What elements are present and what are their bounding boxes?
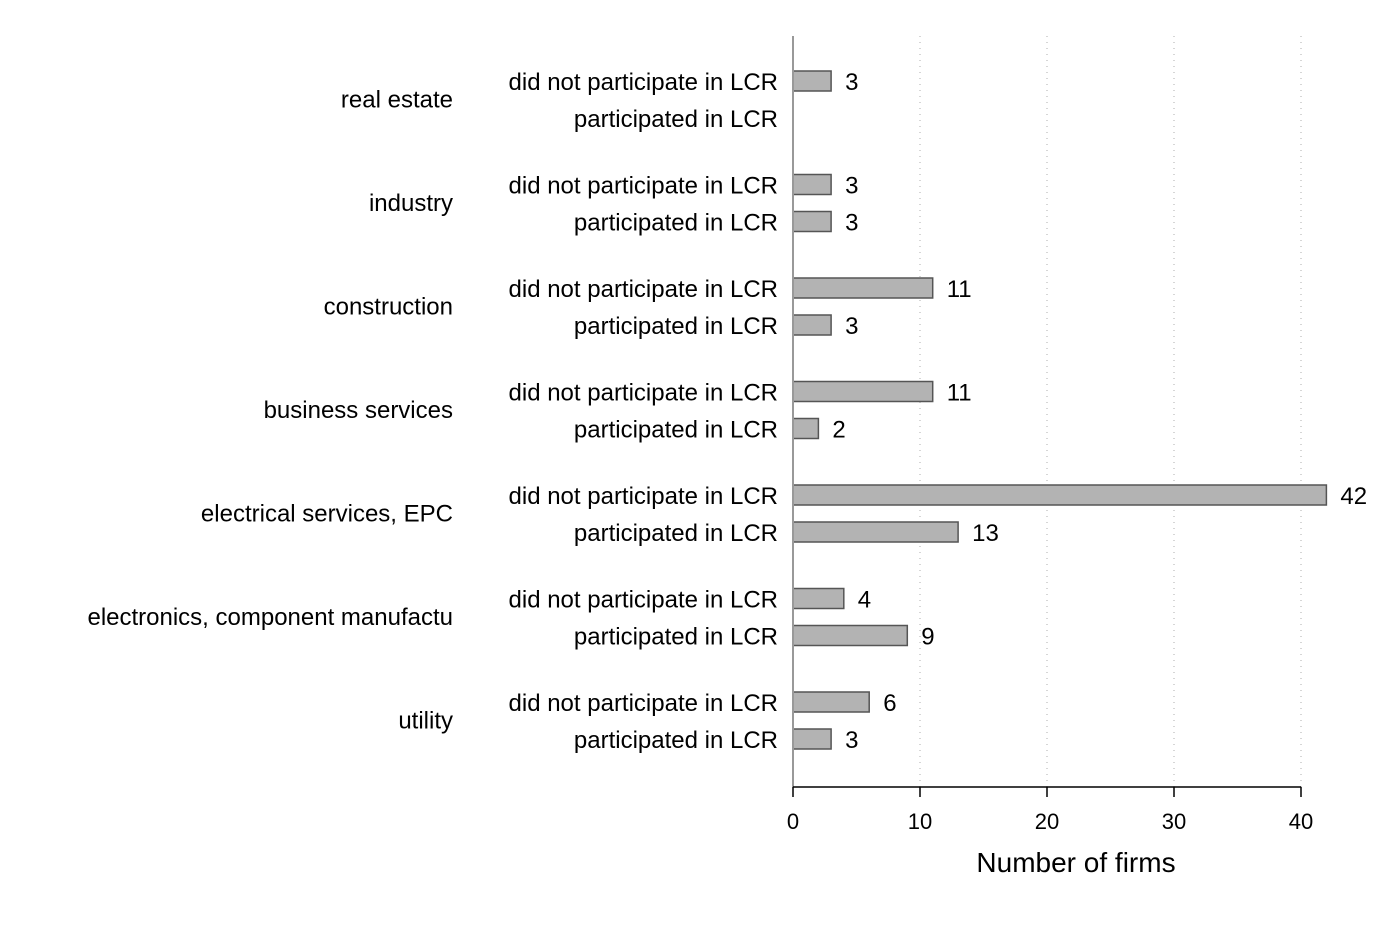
sub-category-label: participated in LCR (574, 106, 778, 133)
group-label: electronics, component manufactu (87, 604, 453, 631)
group-label: real estate (341, 87, 453, 114)
bar (792, 691, 870, 713)
bar (792, 173, 832, 196)
bar (792, 587, 845, 610)
x-axis-title: Number of firms (976, 847, 1175, 878)
x-tick-label: 10 (908, 809, 932, 834)
sub-category-label: participated in LCR (574, 313, 778, 340)
data-label: 9 (921, 624, 934, 651)
sub-category-label: did not participate in LCR (509, 587, 778, 614)
data-label: 4 (858, 587, 871, 614)
grid-lines (919, 36, 1302, 787)
data-label: 3 (845, 173, 858, 200)
data-label: 3 (845, 69, 858, 96)
bar (792, 484, 1328, 506)
bar (792, 417, 820, 440)
bar (792, 70, 832, 92)
data-label: 42 (1340, 483, 1367, 510)
group-label: electrical services, EPC (201, 501, 453, 528)
x-tick-label: 30 (1162, 809, 1186, 834)
category-labels: real estate did not participate in LCR par… (87, 69, 778, 754)
sub-category-label: did not participate in LCR (509, 483, 778, 510)
data-label: 11 (947, 380, 972, 407)
sub-category-label: participated in LCR (574, 417, 778, 444)
bar (792, 210, 832, 233)
bar (792, 380, 934, 403)
sub-category-label: did not participate in LCR (509, 173, 778, 200)
bar (792, 521, 959, 543)
data-label: 3 (845, 210, 858, 237)
data-label: 13 (972, 520, 999, 547)
data-label: 2 (832, 417, 845, 444)
group-label: utility (398, 708, 453, 735)
sub-category-label: participated in LCR (574, 210, 778, 237)
data-label: 6 (883, 690, 896, 717)
sub-category-label: did not participate in LCR (509, 276, 778, 303)
data-label: 3 (845, 313, 858, 340)
group-label: business services (264, 397, 453, 424)
group-label: construction (324, 294, 453, 321)
bar (792, 277, 934, 299)
bar (792, 728, 832, 750)
bar (792, 314, 832, 336)
data-label: 11 (947, 276, 972, 303)
x-tick-label: 0 (787, 809, 799, 834)
x-tick-label: 40 (1289, 809, 1313, 834)
sub-category-label: did not participate in LCR (509, 380, 778, 407)
x-tick-label: 20 (1035, 809, 1059, 834)
sub-category-label: did not participate in LCR (509, 69, 778, 96)
sub-category-label: participated in LCR (574, 520, 778, 547)
axes: 0 10 20 30 40 (787, 36, 1313, 834)
bar (792, 624, 909, 647)
sub-category-label: participated in LCR (574, 727, 778, 754)
sub-category-label: did not participate in LCR (509, 690, 778, 717)
group-label: industry (369, 190, 453, 217)
sub-category-label: participated in LCR (574, 624, 778, 651)
data-label: 3 (845, 727, 858, 754)
